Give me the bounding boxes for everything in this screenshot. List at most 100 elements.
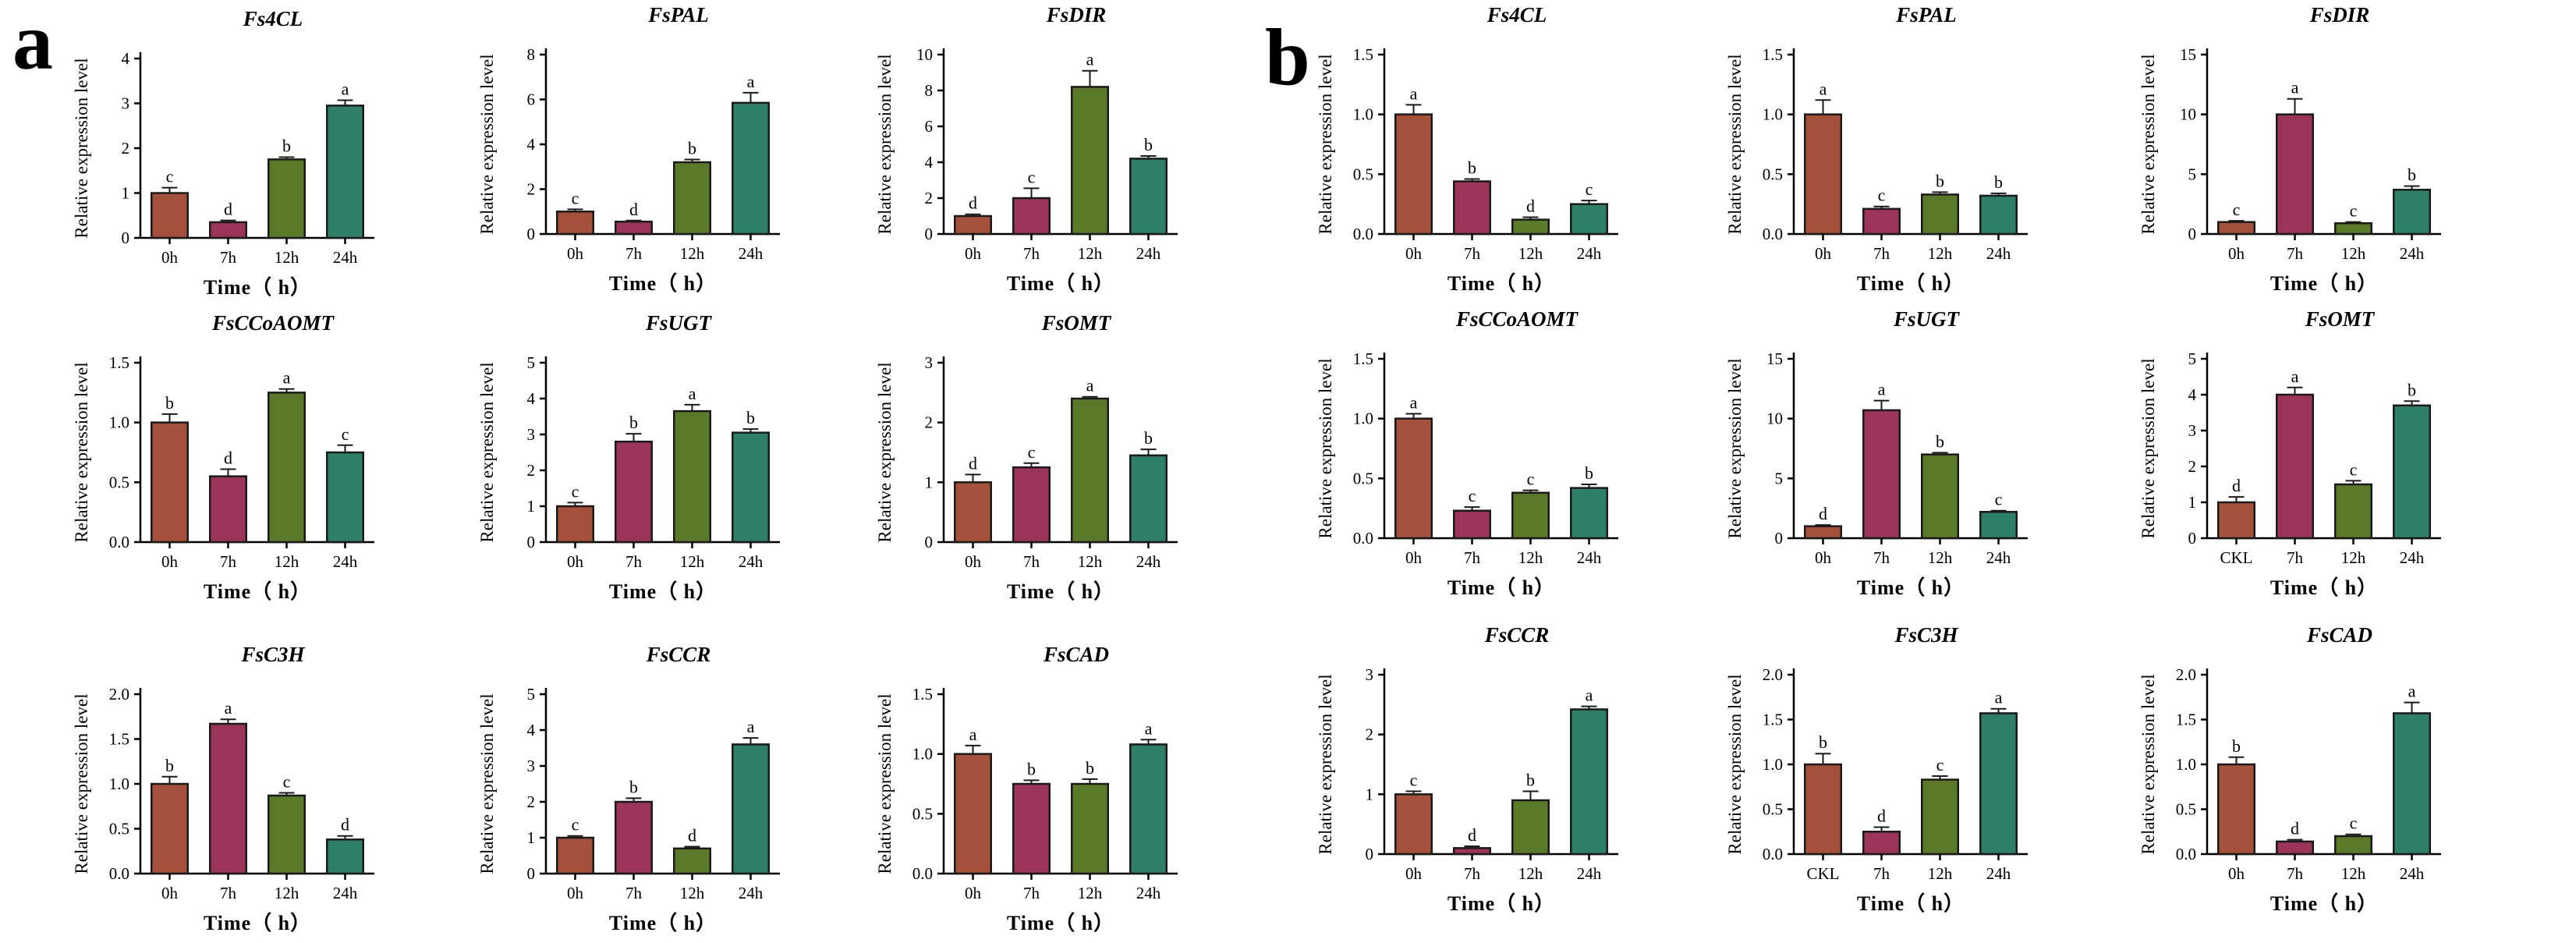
chart-a-fspal: FsPAL Relative expression level 0 2 4 6 8 c 0h d 7… [477,3,780,295]
x-tick-label: 24h [2400,548,2425,567]
x-tick-label: 12h [680,884,705,902]
chart-b-fsugt: FsUGT Relative expression level 0 5 10 15 d 0h a… [1725,307,2028,599]
chart-title: Fs4CL [243,7,303,30]
significance-label: b [1994,172,2003,192]
y-tick-label: 1.5 [1353,45,1373,64]
y-axis-label: Relative expression level [72,362,91,542]
y-axis-label: Relative expression level [477,54,497,234]
y-tick-label: 3 [2188,421,2197,440]
bar-7h [1862,409,1901,540]
y-tick-label: 0 [1366,845,1374,863]
x-tick-label: 0h [965,244,982,263]
bar-7h [209,475,247,544]
x-axis-label: Time（ h） [1447,272,1555,295]
x-tick-label: 7h [1873,548,1890,567]
y-axis-label: Relative expression level [1316,674,1335,854]
y-tick-label: 1 [527,497,536,516]
significance-label: d [2291,819,2299,838]
significance-label: d [688,826,696,846]
chart-a-fsugt: FsUGT Relative expression level 0 1 2 3 4 5 c 0h b… [477,311,780,603]
significance-label: d [1877,807,1886,826]
bar-0h [556,211,594,236]
x-tick-label: 0h [965,884,982,902]
significance-label: b [282,136,291,156]
x-tick-label: 0h [1815,244,1832,263]
significance-label: c [2350,814,2358,833]
y-tick-label: 1 [1366,785,1374,803]
significance-label: c [572,188,579,207]
x-tick-label: 12h [2341,244,2366,263]
significance-label: a [969,725,977,744]
x-tick-label: 0h [567,884,584,902]
significance-label: c [1936,755,1944,775]
significance-label: c [1028,442,1036,462]
significance-label: b [1468,158,1476,177]
x-tick-label: 12h [1928,548,1953,567]
y-tick-label: 2 [527,461,536,480]
bar-12h [1511,799,1550,856]
bar-24h [1129,454,1168,544]
significance-label: d [1526,197,1535,216]
bar-24h [732,431,770,544]
bar-7h [1012,466,1051,544]
y-tick-label: 1 [925,473,934,491]
x-axis-label: Time（ h） [609,272,717,295]
x-tick-label: 7h [220,552,237,571]
x-axis-label: Time（ h） [1007,580,1114,603]
x-tick-label: 7h [2287,864,2304,883]
y-tick-label: 1.5 [109,353,129,372]
x-tick-label: 7h [1464,548,1481,567]
y-tick-label: 0.5 [912,804,933,823]
bar-12h [2334,483,2372,540]
significance-label: d [341,815,349,835]
y-tick-label: 15 [2180,45,2196,64]
significance-label: b [1526,771,1535,790]
x-tick-label: 24h [1986,864,2011,883]
bar-24h [1570,487,1608,540]
chart-title: FsCAD [1043,643,1109,666]
significance-label: a [342,79,349,98]
significance-label: c [1527,470,1535,489]
chart-b-fsccoaomt: FsCCoAOMT Relative expression level 0.0 0.5… [1316,307,1618,599]
x-axis-label: Time（ h） [1007,912,1114,934]
x-axis-label: Time（ h） [1857,272,1965,295]
significance-label: a [225,698,232,718]
y-tick-label: 4 [122,49,130,68]
significance-label: a [1878,380,1886,399]
y-tick-label: 0.0 [912,864,933,883]
y-tick-label: 0.5 [1763,800,1783,819]
x-tick-label: 7h [1873,244,1890,263]
y-tick-label: 0.5 [2176,800,2196,819]
y-tick-label: 1.0 [1763,755,1783,774]
bar-0h [151,421,189,544]
significance-label: c [572,815,579,835]
significance-label: d [224,448,232,467]
y-tick-label: 4 [527,135,536,154]
significance-label: a [1086,50,1094,69]
bar-7h [615,440,653,544]
y-tick-label: 1 [122,184,130,203]
bar-24h [2393,404,2431,540]
chart-title: FsDIR [1046,3,1107,27]
bar-24h [2393,712,2431,856]
bar-12h [268,392,306,544]
chart-b-fsdir: FsDIR Relative expression level 0 5 10 15 c 0h a… [2138,3,2441,295]
chart-b-fsc3h: FsC3H Relative expression level 0.0 0.5 1.0 1… [1725,623,2028,915]
x-axis-label: Time（ h） [204,580,311,603]
y-tick-label: 5 [527,353,536,372]
chart-a-fscad: FsCAD Relative expression level 0.0 0.5 1.0 1… [875,643,1178,934]
x-tick-label: 7h [1023,244,1040,263]
chart-title: FsCCoAOMT [211,311,335,335]
x-tick-label: 24h [739,884,764,902]
y-tick-label: 2.0 [109,685,129,704]
y-tick-label: 2.0 [1763,665,1783,684]
x-axis-label: Time（ h） [204,912,311,934]
y-tick-label: 1.5 [1763,711,1783,729]
x-tick-label: 0h [1815,548,1832,567]
x-tick-label: 7h [2287,548,2304,567]
bar-0h [556,836,594,875]
y-tick-label: 0.0 [109,533,129,551]
x-tick-label: 12h [1518,548,1543,567]
x-tick-label: 0h [567,244,584,263]
bar-7h [2276,113,2314,236]
